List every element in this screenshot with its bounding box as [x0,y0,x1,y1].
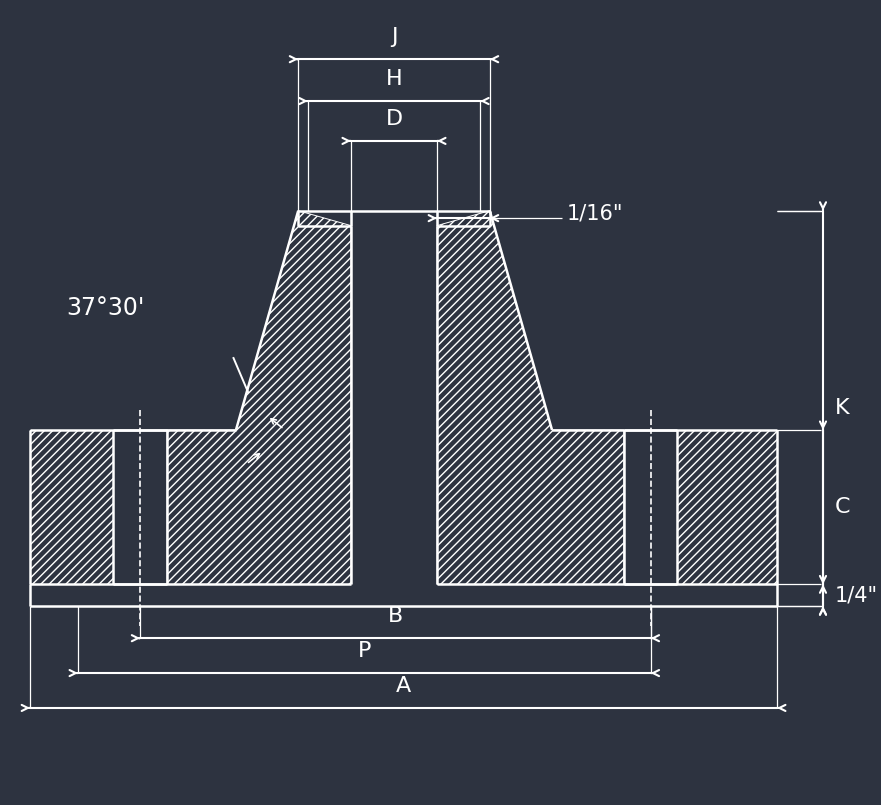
Text: C: C [834,497,850,517]
Text: A: A [396,676,411,696]
Text: K: K [834,398,849,419]
Text: 1/16": 1/16" [566,203,623,223]
Text: J: J [391,27,397,47]
Text: 1/4": 1/4" [834,585,877,605]
Text: B: B [388,606,403,626]
Text: D: D [385,109,403,129]
Text: 37°30': 37°30' [66,296,144,320]
Text: P: P [358,641,371,661]
Text: H: H [386,69,403,89]
